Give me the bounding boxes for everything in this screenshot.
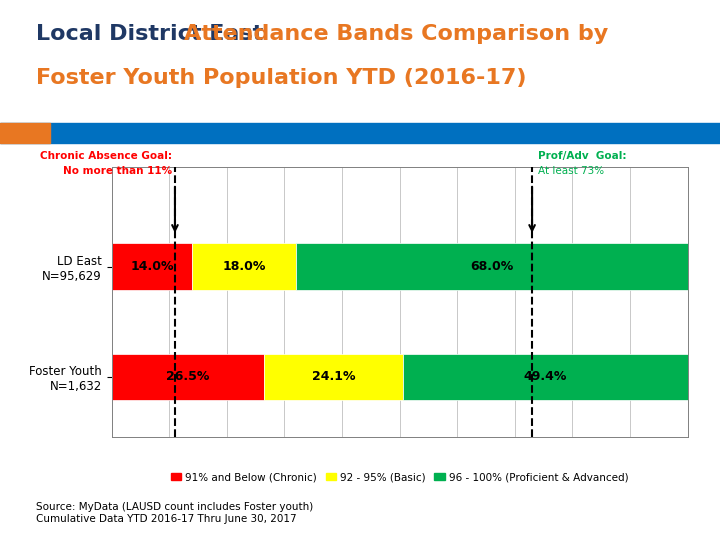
- Text: Local District East: Local District East: [36, 24, 271, 44]
- Text: 49.4%: 49.4%: [523, 370, 567, 383]
- Text: 18.0%: 18.0%: [222, 260, 266, 273]
- Text: Source: MyData (LAUSD count includes Foster youth)
Cumulative Data YTD 2016-17 T: Source: MyData (LAUSD count includes Fos…: [36, 502, 313, 524]
- Text: Attendance Bands Comparison by: Attendance Bands Comparison by: [184, 24, 608, 44]
- Text: No more than 11%: No more than 11%: [63, 166, 172, 176]
- Text: Foster Youth Population YTD (2016-17): Foster Youth Population YTD (2016-17): [36, 68, 526, 87]
- Text: 26.5%: 26.5%: [166, 370, 210, 383]
- Text: At least 73%: At least 73%: [538, 166, 604, 176]
- Bar: [264, 354, 403, 400]
- Text: 68.0%: 68.0%: [470, 260, 513, 273]
- Bar: [192, 244, 296, 290]
- Text: 14.0%: 14.0%: [130, 260, 174, 273]
- Legend: 91% and Below (Chronic), 92 - 95% (Basic), 96 - 100% (Proficient & Advanced): 91% and Below (Chronic), 92 - 95% (Basic…: [167, 468, 632, 486]
- Text: 24.1%: 24.1%: [312, 370, 356, 383]
- Text: Prof/Adv  Goal:: Prof/Adv Goal:: [538, 151, 626, 161]
- Bar: [296, 244, 688, 290]
- Bar: [403, 354, 688, 400]
- Bar: [112, 354, 264, 400]
- Text: Chronic Absence Goal:: Chronic Absence Goal:: [40, 151, 172, 161]
- Bar: [112, 244, 192, 290]
